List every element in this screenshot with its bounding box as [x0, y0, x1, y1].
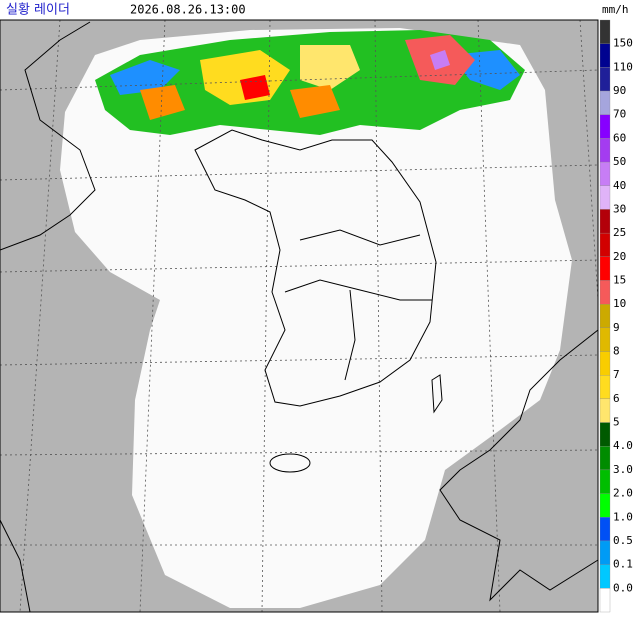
- title: 실황 레이더: [6, 3, 70, 18]
- legend-swatch: [599, 19, 611, 44]
- legend-label: 25: [613, 226, 626, 239]
- legend-label: 150: [613, 37, 633, 50]
- legend-label: 50: [613, 155, 626, 168]
- legend-swatch: [599, 256, 611, 281]
- radar-coverage: [60, 28, 572, 608]
- legend-swatch: [599, 540, 611, 565]
- legend-label: 40: [613, 179, 626, 192]
- legend-label: 5: [613, 416, 620, 429]
- map: [0, 19, 599, 613]
- grid-line: [374, 19, 383, 613]
- coastline: [0, 21, 96, 251]
- grid-line: [579, 19, 599, 301]
- grid-line: [261, 19, 271, 613]
- legend-swatch: [599, 588, 611, 613]
- legend-label: 0.0: [613, 581, 633, 594]
- rain-area: [290, 85, 340, 118]
- grid-line: [139, 19, 166, 613]
- legend-label: 0.5: [613, 534, 633, 547]
- legend-swatch: [599, 469, 611, 494]
- legend-swatch: [599, 67, 611, 92]
- unit: mm/h: [602, 3, 629, 16]
- legend-swatch: [599, 446, 611, 471]
- legend-label: 8: [613, 345, 620, 358]
- legend-label: 15: [613, 273, 626, 286]
- legend-label: 90: [613, 84, 626, 97]
- coastline: [439, 329, 599, 602]
- legend-swatch: [599, 280, 611, 305]
- coastline: [0, 519, 31, 613]
- legend-swatch: [599, 398, 611, 423]
- legend-label: 110: [613, 60, 633, 73]
- legend-label: 20: [613, 250, 626, 263]
- grid-line: [477, 19, 501, 613]
- map-frame: [0, 19, 599, 613]
- legend-swatch: [599, 493, 611, 518]
- rain-area: [140, 85, 185, 120]
- legend-swatch: [599, 327, 611, 352]
- jeju-island: [269, 453, 311, 473]
- border: [344, 289, 356, 381]
- legend-label: 6: [613, 392, 620, 405]
- legend-swatch: [599, 43, 611, 68]
- legend-label: 60: [613, 131, 626, 144]
- island: [431, 374, 443, 414]
- grid-line: [19, 19, 61, 613]
- legend-label: 7: [613, 368, 620, 381]
- legend-label: 2.0: [613, 487, 633, 500]
- legend-label: 3.0: [613, 463, 633, 476]
- legend-swatch: [599, 564, 611, 589]
- border: [299, 229, 421, 246]
- grid: [0, 19, 599, 613]
- legend-label: 0.1: [613, 558, 633, 571]
- legend-swatch: [599, 138, 611, 163]
- coastline: [194, 129, 437, 407]
- legend-label: 70: [613, 108, 626, 121]
- legend-swatch: [599, 185, 611, 210]
- legend-label: 1.0: [613, 510, 633, 523]
- legend-label: 4.0: [613, 439, 633, 452]
- legend-label: 9: [613, 321, 620, 334]
- legend-swatch: [599, 161, 611, 186]
- legend-swatch: [599, 351, 611, 376]
- legend-swatch: [599, 114, 611, 139]
- legend-swatch: [599, 232, 611, 257]
- rain-area: [240, 75, 270, 100]
- legend-swatch: [599, 517, 611, 542]
- precipitation: [95, 30, 525, 135]
- border: [284, 279, 432, 301]
- legend-swatch: [599, 304, 611, 328]
- legend-swatch: [599, 209, 611, 234]
- coastlines: [0, 21, 599, 613]
- legend-label: 10: [613, 297, 626, 310]
- legend: 150 110 90 70 60 50 40 30 25 20 15 10 9 8 7 6 5 4.0 3.0 2.0…: [599, 19, 633, 613]
- legend-swatch: [599, 375, 611, 400]
- legend-swatch: [599, 90, 611, 115]
- legend-swatch: [599, 422, 611, 447]
- timestamp: 2026.08.26.13:00: [130, 3, 246, 17]
- rain-area: [430, 50, 450, 70]
- legend-label: 30: [613, 202, 626, 215]
